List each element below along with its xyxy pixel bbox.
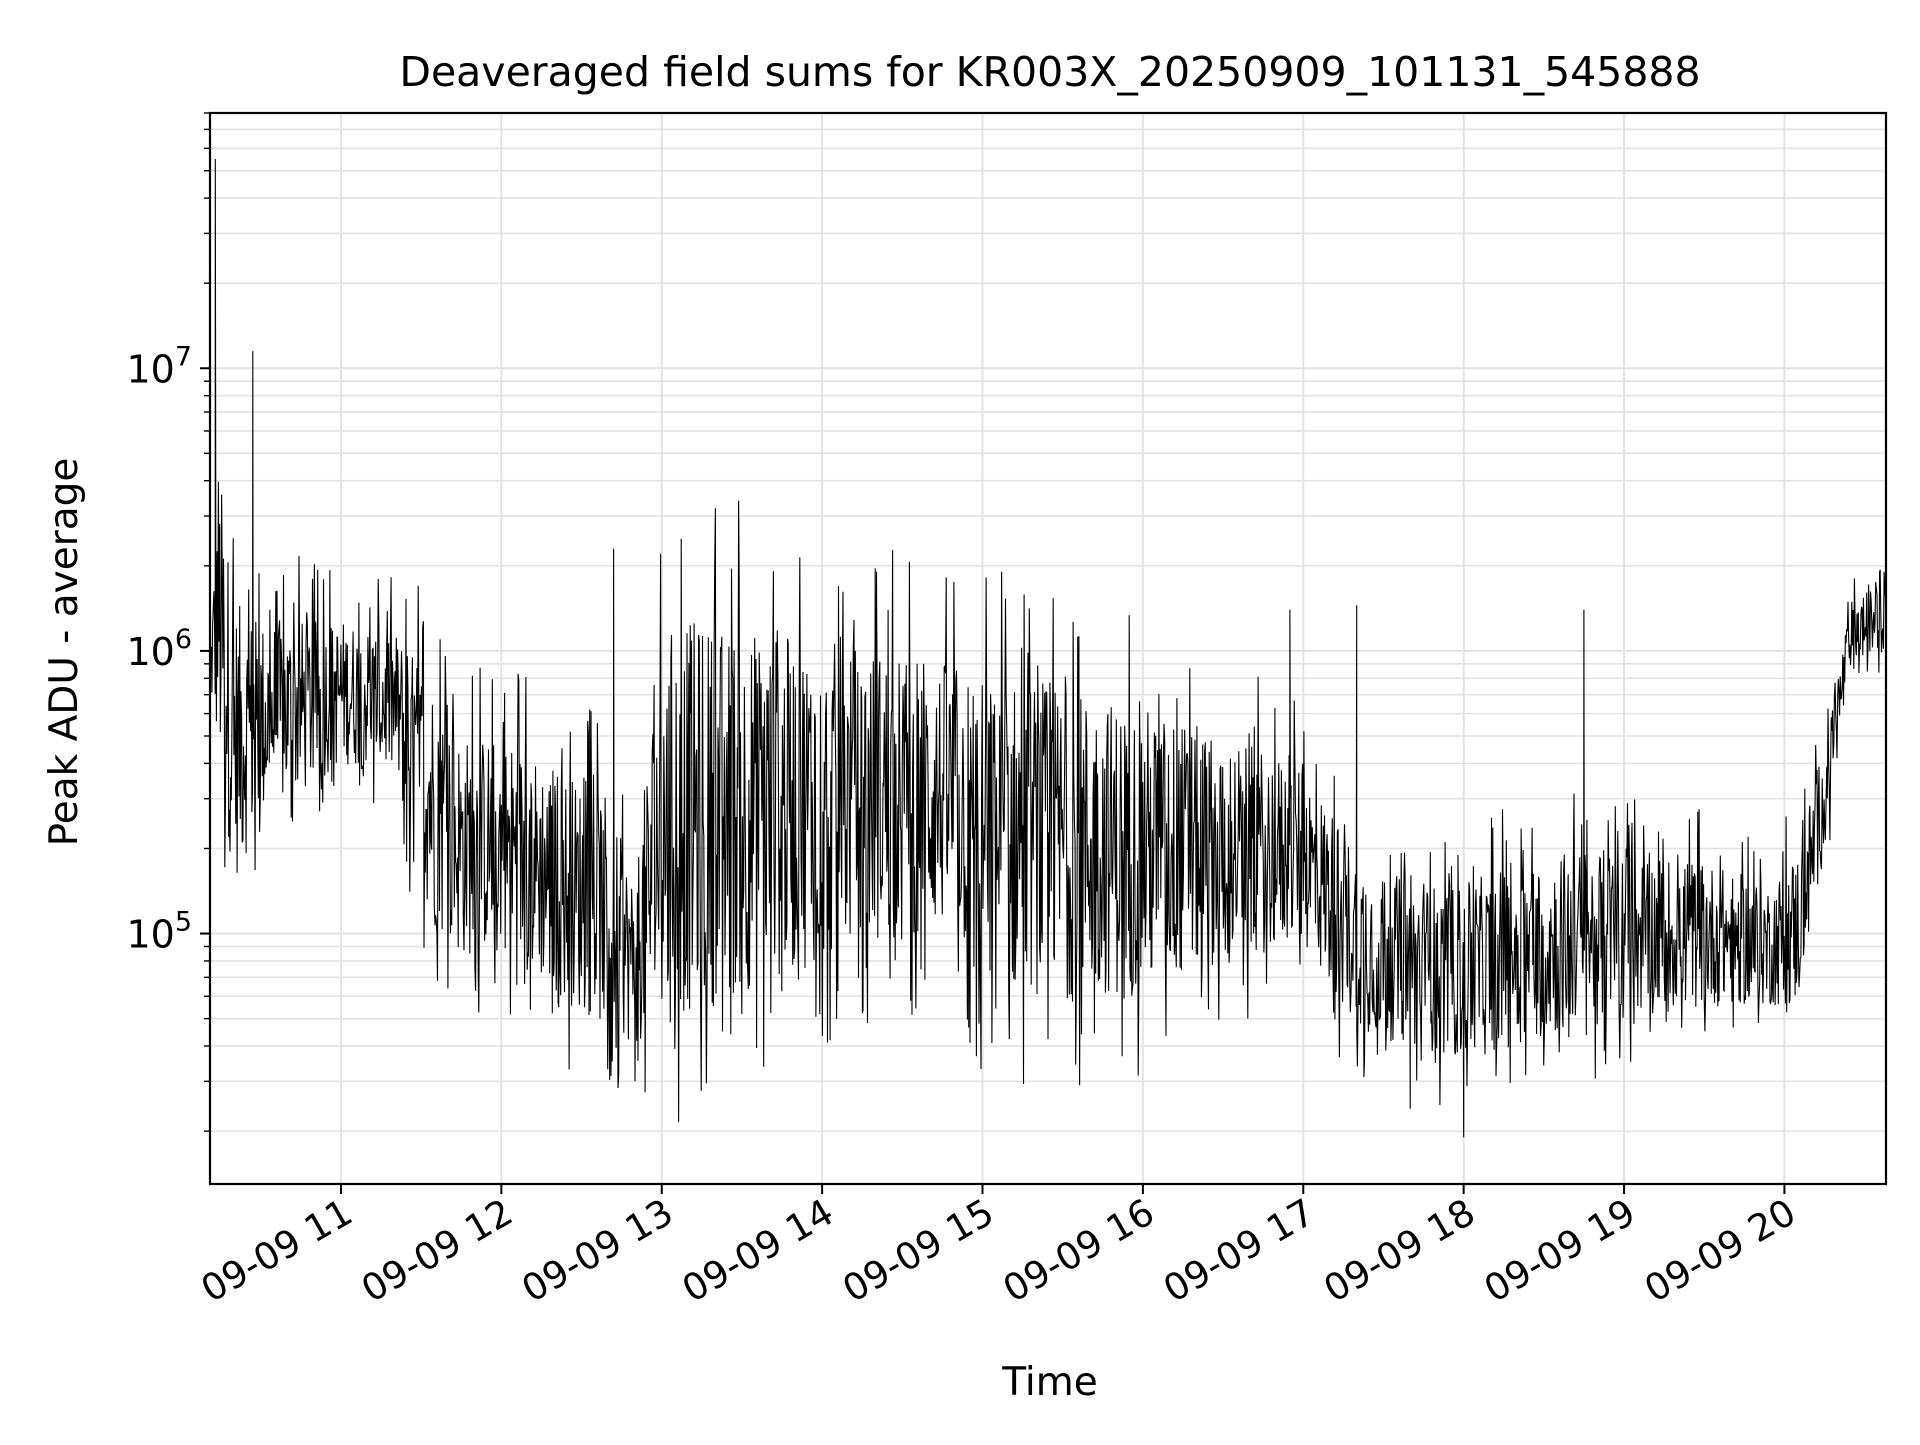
y-axis: 105 106 107 bbox=[126, 112, 210, 1132]
chart-title: Deaveraged field sums for KR003X_2025090… bbox=[399, 48, 1700, 96]
series-line bbox=[209, 158, 1887, 1138]
y-axis-label: Peak ADU - average bbox=[42, 458, 87, 847]
y-tick-label: 107 bbox=[126, 341, 192, 391]
x-axis-label: Time bbox=[1001, 1360, 1097, 1405]
y-tick-label: 105 bbox=[126, 907, 192, 957]
plot-area-frame bbox=[208, 111, 1888, 1186]
y-tick-label: 106 bbox=[126, 624, 192, 674]
